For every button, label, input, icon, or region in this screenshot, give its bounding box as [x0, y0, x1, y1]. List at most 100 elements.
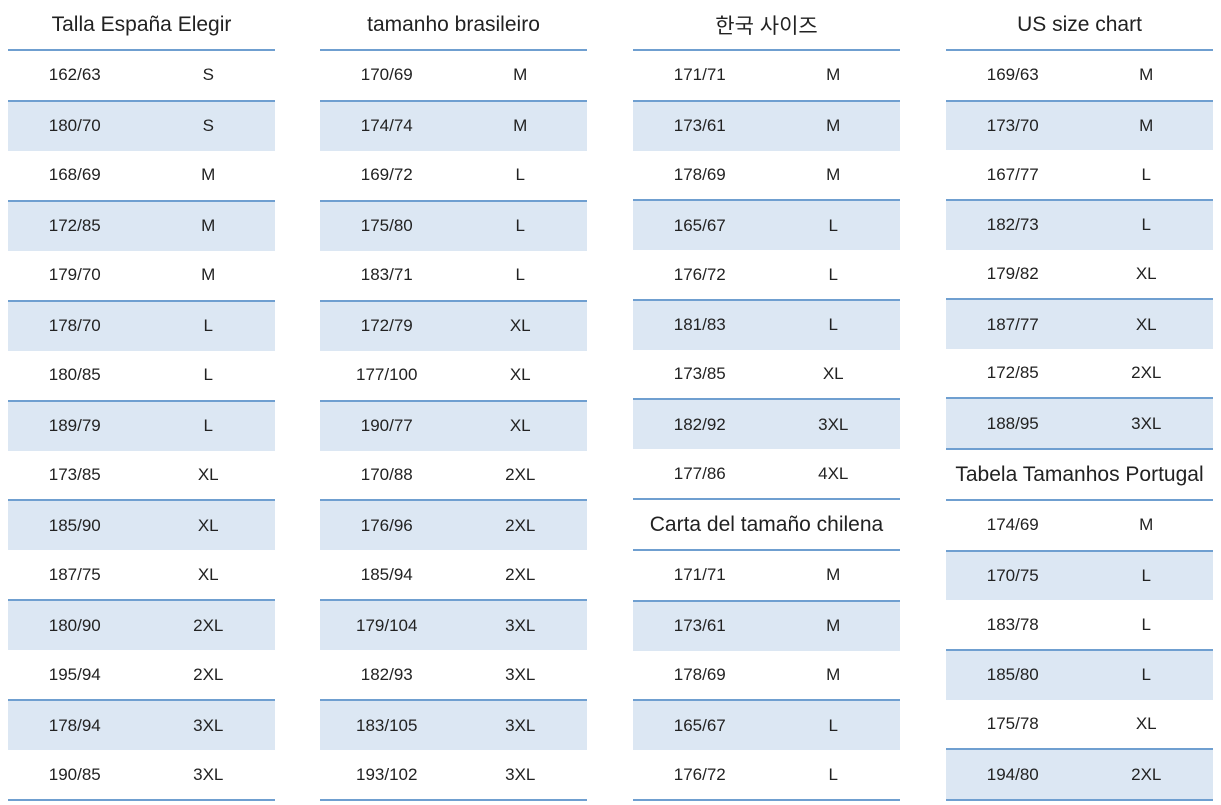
measure-cell: 188/95: [986, 413, 1039, 433]
size-cell: M: [826, 164, 841, 184]
table-row: 181/83 L: [633, 298, 900, 350]
table-row: 182/92 3XL: [633, 398, 900, 450]
measure-cell: 170/88: [360, 464, 413, 484]
table-row: 189/79 L: [8, 399, 275, 451]
header-title: 한국 사이즈: [715, 14, 818, 38]
table-row: 173/61 M: [633, 599, 900, 651]
size-cell: M: [1139, 65, 1154, 85]
size-cell: 3XL: [505, 715, 536, 735]
table-row: 176/72 L: [633, 250, 900, 299]
size-cell: 2XL: [1131, 363, 1162, 383]
measure-cell: 173/61: [673, 616, 726, 636]
size-cell: 3XL: [505, 764, 536, 784]
table-header: Tabela Tamanhos Portugal: [946, 450, 1213, 502]
measure-cell: 180/90: [48, 615, 101, 635]
measure-cell: 185/90: [48, 515, 101, 535]
table-row: 169/63 M: [946, 51, 1213, 100]
size-cell: 3XL: [818, 414, 849, 434]
measure-cell: 181/83: [673, 315, 726, 335]
table-row: 165/67 L: [633, 699, 900, 751]
table-row: 183/105 3XL: [320, 699, 587, 751]
table-row: 176/96 2XL: [320, 499, 587, 551]
measure-cell: 180/70: [48, 116, 101, 136]
measure-cell: 169/63: [986, 65, 1039, 85]
measure-cell: 185/80: [986, 665, 1039, 685]
size-cell: L: [1141, 566, 1151, 586]
size-cell: XL: [1135, 263, 1157, 283]
measure-cell: 180/85: [48, 365, 101, 385]
table-row: 194/80 2XL: [946, 748, 1213, 801]
table-row: 175/78 XL: [946, 700, 1213, 749]
table-row: 178/69 M: [633, 651, 900, 700]
measure-cell: 194/80: [986, 764, 1039, 784]
measure-cell: 169/72: [360, 165, 413, 185]
size-cell: L: [1141, 614, 1151, 634]
table-row: 171/71 M: [633, 551, 900, 600]
table-row: 170/88 2XL: [320, 451, 587, 500]
table-row: 165/67 L: [633, 199, 900, 251]
size-cell: M: [201, 216, 216, 236]
table-row: 180/70 S: [8, 99, 275, 151]
table-header: tamanho brasileiro: [320, 0, 587, 51]
table-row: 168/69 M: [8, 151, 275, 200]
size-cell: M: [513, 65, 528, 85]
size-cell: XL: [197, 564, 219, 584]
table-row: 174/74 M: [320, 99, 587, 151]
table-row: 180/90 2XL: [8, 599, 275, 651]
measure-cell: 177/100: [356, 365, 418, 385]
measure-cell: 179/70: [48, 265, 101, 285]
table-row: 188/95 3XL: [946, 397, 1213, 451]
measure-cell: 170/75: [986, 566, 1039, 586]
table-header: Carta del tamaño chilena: [633, 500, 900, 552]
measure-cell: 189/79: [48, 416, 101, 436]
size-cell: M: [201, 165, 216, 185]
table-row: 167/77 L: [946, 150, 1213, 199]
size-cell: 3XL: [193, 764, 224, 784]
size-cell: 4XL: [818, 463, 849, 483]
size-cell: M: [201, 265, 216, 285]
measure-cell: 171/71: [673, 65, 726, 85]
size-cell: XL: [1135, 714, 1157, 733]
table-row: 180/85 L: [8, 351, 275, 400]
size-cell: L: [515, 216, 525, 236]
measure-cell: 177/86: [673, 463, 726, 483]
size-table: Talla España Elegir 162/63 S 180/70 S 168/69 M…: [8, 0, 275, 802]
size-cell: L: [515, 265, 525, 285]
table-row: 182/73 L: [946, 198, 1213, 250]
header-title: tamanho brasileiro: [367, 12, 540, 36]
measure-cell: 172/85: [48, 216, 101, 236]
measure-cell: 187/77: [986, 314, 1039, 334]
table-row: 185/90 XL: [8, 499, 275, 551]
size-table: tamanho brasileiro 170/69 M 174/74 M 169/72 L 1…: [320, 0, 587, 802]
table-row: 177/100 XL: [320, 351, 587, 400]
table-row: 178/69 M: [633, 151, 900, 200]
table-row: 170/69 M: [320, 51, 587, 100]
measure-cell: 178/69: [673, 664, 726, 684]
header-title: Tabela Tamanhos Portugal: [955, 462, 1204, 486]
size-cell: L: [203, 416, 213, 436]
size-cell: L: [828, 764, 838, 784]
table-row: 171/71 M: [633, 51, 900, 100]
size-cell: 3XL: [505, 615, 536, 635]
measure-cell: 179/104: [356, 615, 418, 635]
table-row: 173/85 XL: [8, 451, 275, 500]
table-row: 182/93 3XL: [320, 650, 587, 699]
table-row: 183/71 L: [320, 251, 587, 300]
size-cell: L: [828, 715, 838, 735]
measure-cell: 195/94: [48, 664, 101, 684]
size-cell: 3XL: [505, 664, 536, 684]
size-cell: XL: [509, 316, 531, 336]
table-row: 185/94 2XL: [320, 550, 587, 599]
size-cell: 2XL: [193, 615, 224, 635]
size-cell: M: [513, 116, 528, 136]
table-row: 172/85 2XL: [946, 349, 1213, 398]
measure-cell: 170/69: [360, 65, 413, 85]
measure-cell: 190/85: [48, 764, 101, 784]
table-row: 176/72 L: [633, 750, 900, 801]
size-cell: 3XL: [193, 715, 224, 735]
measure-cell: 182/92: [673, 414, 726, 434]
measure-cell: 179/82: [986, 263, 1039, 283]
table-row: 190/85 3XL: [8, 750, 275, 802]
size-cell: XL: [1135, 314, 1157, 334]
